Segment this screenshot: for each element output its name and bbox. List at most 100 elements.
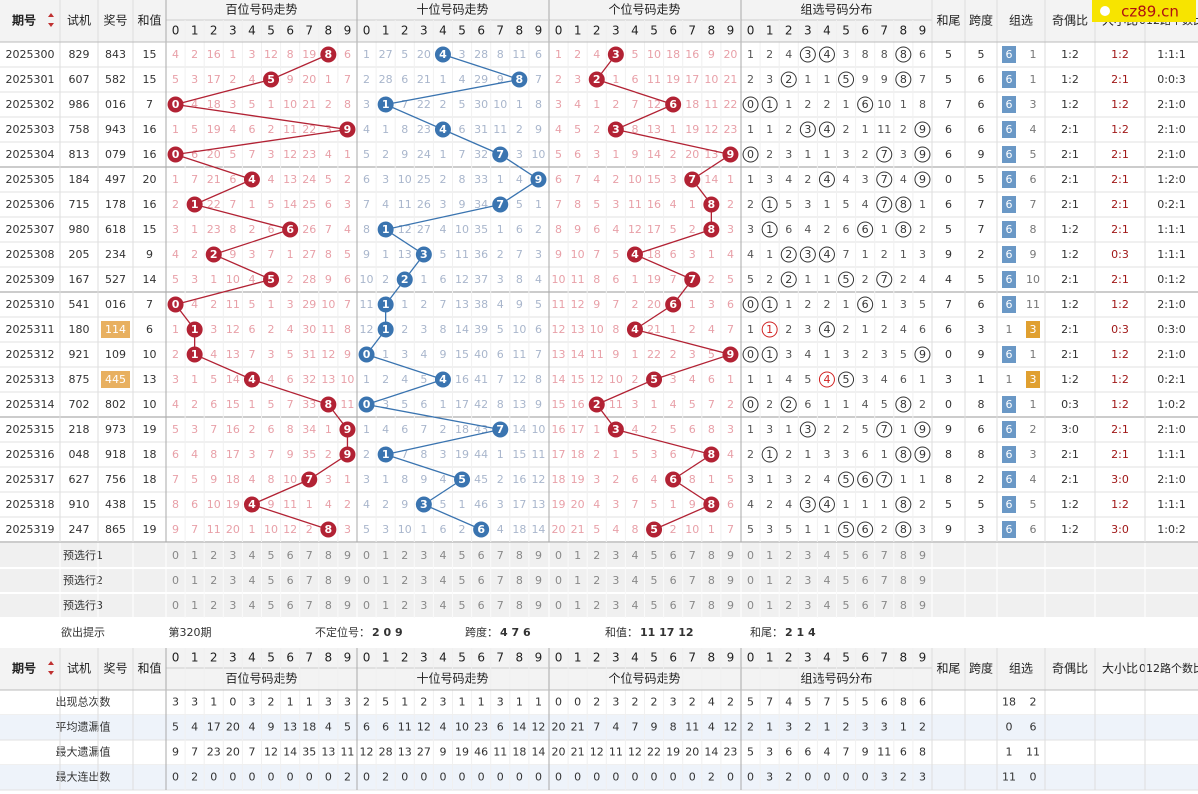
omission: 1 <box>823 523 830 536</box>
omission: 2 <box>900 123 907 136</box>
group-digit: 6 <box>862 473 869 486</box>
omission: 2 <box>363 448 370 461</box>
omission: 7 <box>497 373 504 386</box>
issue: 2025301 <box>6 73 55 86</box>
ball <box>626 246 643 263</box>
digit-header: 2 <box>593 651 601 665</box>
preselect-digit: 9 <box>535 549 542 562</box>
omission: 40 <box>474 348 488 361</box>
prize: 445 <box>105 373 126 386</box>
stats-value: 1 <box>478 696 485 709</box>
group-type: 6 <box>1006 98 1013 111</box>
stats-value: 0 <box>363 771 370 784</box>
omission: 4 <box>747 248 754 261</box>
omission: 14 <box>704 173 718 186</box>
omission: 17 <box>207 73 221 86</box>
trial: 180 <box>69 323 90 336</box>
omission: 16 <box>226 423 240 436</box>
omission: 2 <box>919 498 926 511</box>
digit-header: 5 <box>267 24 275 38</box>
big-small: 2:1 <box>1111 73 1129 86</box>
digit-header: 6 <box>861 24 869 38</box>
trial: 702 <box>69 398 90 411</box>
omission: 6 <box>516 223 523 236</box>
omission: 1 <box>823 198 830 211</box>
big-small: 2:1 <box>1111 448 1129 461</box>
group-digit: 3 <box>804 48 811 61</box>
group-digit: 5 <box>843 523 850 536</box>
omission: 11 <box>360 298 374 311</box>
group-digit: 7 <box>881 173 888 186</box>
ball-digit: 7 <box>688 273 696 286</box>
omission: 14 <box>647 148 661 161</box>
omission: 3 <box>210 323 217 336</box>
omission: 2 <box>229 73 236 86</box>
omission: 5 <box>191 123 198 136</box>
odd-even: 0:3 <box>1061 398 1079 411</box>
omission: 1 <box>727 373 734 386</box>
omission: 5 <box>593 523 600 536</box>
group-badge <box>1002 396 1016 413</box>
omission: 9 <box>287 73 294 86</box>
omission: 1 <box>401 298 408 311</box>
ball-digit: 1 <box>191 348 199 361</box>
omission: 2 <box>268 323 275 336</box>
sum: 9 <box>146 248 153 261</box>
preselect-digit: 5 <box>459 549 466 562</box>
ball <box>665 96 682 113</box>
stats-value: 9 <box>439 746 446 759</box>
preselect-digit: 8 <box>516 574 523 587</box>
omission: 18 <box>571 448 585 461</box>
omission: 4 <box>172 398 179 411</box>
trial: 167 <box>69 273 90 286</box>
hint-item-label: 跨度： <box>465 625 498 639</box>
sum-tail: 7 <box>945 98 952 111</box>
digit-header: 9 <box>344 651 352 665</box>
big-small: 3:0 <box>1111 473 1129 486</box>
preselect-digit: 0 <box>172 549 179 562</box>
preselect-digit: 8 <box>325 599 332 612</box>
preselect-digit: 7 <box>306 574 313 587</box>
omission: 1 <box>708 248 715 261</box>
group-miss: 3 <box>1030 448 1037 461</box>
omission: 1 <box>344 148 351 161</box>
ball <box>665 471 682 488</box>
group-type: 6 <box>1006 398 1013 411</box>
omission: 6 <box>843 223 850 236</box>
omission: 5 <box>344 248 351 261</box>
preselect-digit: 8 <box>325 574 332 587</box>
group-miss: 1 <box>1030 398 1037 411</box>
ball-digit: 4 <box>439 373 447 386</box>
hint-item-value: 2 1 4 <box>785 626 816 639</box>
preselect-digit: 2 <box>785 599 792 612</box>
ball <box>377 96 394 113</box>
stats-value: 0 <box>497 771 504 784</box>
digit-header: 4 <box>248 651 256 665</box>
omission: 8 <box>344 98 351 111</box>
stats-value: 7 <box>248 746 255 759</box>
omission: 1 <box>172 123 179 136</box>
preselect-digit: 7 <box>689 549 696 562</box>
group-miss: 1 <box>1006 323 1013 336</box>
omission: 1 <box>919 473 926 486</box>
group-digit: 2 <box>785 398 792 411</box>
omission: 2 <box>919 398 926 411</box>
stats-value: 12 <box>590 746 604 759</box>
omission: 2 <box>785 448 792 461</box>
preselect-digit: 4 <box>248 549 255 562</box>
omission: 3 <box>766 173 773 186</box>
omission: 1 <box>612 73 619 86</box>
stats-value: 4 <box>708 696 715 709</box>
omission: 2 <box>727 198 734 211</box>
ball <box>358 396 375 413</box>
digit-header: 0 <box>747 24 755 38</box>
group-digit: 2 <box>785 73 792 86</box>
omission: 11 <box>226 298 240 311</box>
preselect-digit: 5 <box>843 549 850 562</box>
span: 5 <box>978 273 985 286</box>
omission: 7 <box>555 198 562 211</box>
omission: 3 <box>785 473 792 486</box>
omission: 1 <box>248 398 255 411</box>
stats-value: 7 <box>823 696 830 709</box>
omission: 4 <box>708 323 715 336</box>
